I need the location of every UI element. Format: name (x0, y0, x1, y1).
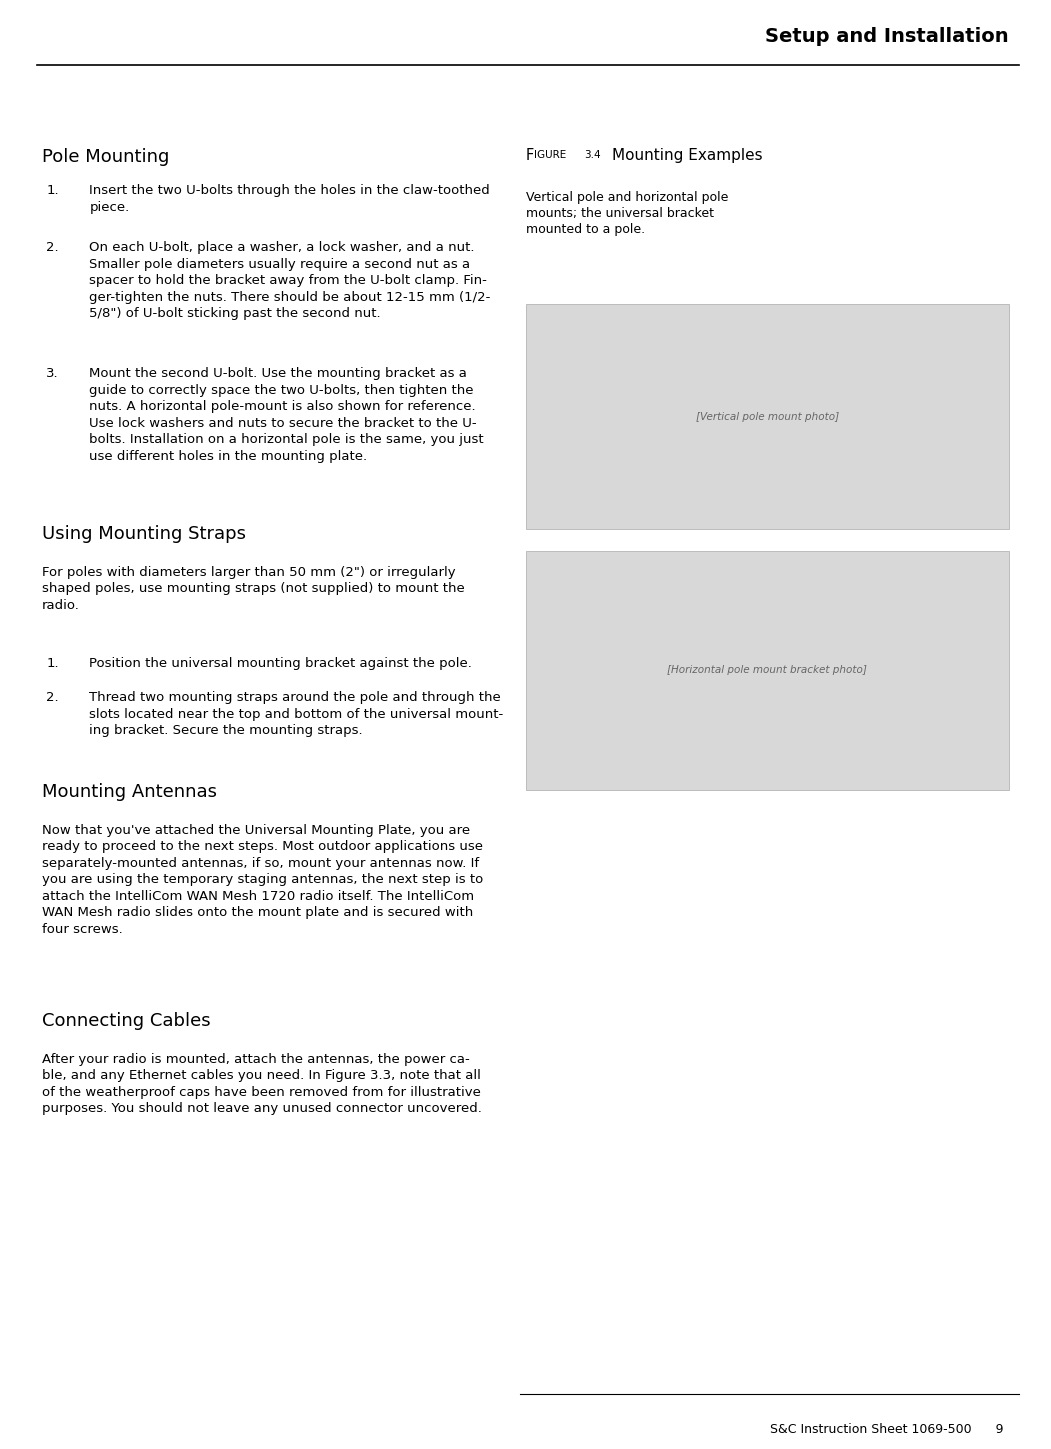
Text: 1.: 1. (46, 656, 59, 669)
Text: Pole Mounting: Pole Mounting (42, 148, 169, 165)
Text: Insert the two U-bolts through the holes in the claw-toothed
piece.: Insert the two U-bolts through the holes… (89, 184, 490, 213)
Text: Using Mounting Straps: Using Mounting Straps (42, 525, 246, 543)
Text: 3.: 3. (46, 368, 59, 381)
Text: For poles with diameters larger than 50 mm (2") or irregularly
shaped poles, use: For poles with diameters larger than 50 … (42, 565, 465, 611)
Text: Position the universal mounting bracket against the pole.: Position the universal mounting bracket … (89, 656, 472, 669)
Text: 2.: 2. (46, 242, 59, 255)
Text: [Horizontal pole mount bracket photo]: [Horizontal pole mount bracket photo] (667, 665, 867, 675)
Text: Connecting Cables: Connecting Cables (42, 1013, 210, 1030)
Text: Vertical pole and horizontal pole
mounts; the universal bracket
mounted to a pol: Vertical pole and horizontal pole mounts… (526, 191, 728, 236)
Text: On each U-bolt, place a washer, a lock washer, and a nut.
Smaller pole diameters: On each U-bolt, place a washer, a lock w… (89, 242, 491, 320)
Text: Mounting Antennas: Mounting Antennas (42, 784, 218, 801)
Text: Thread two mounting straps around the pole and through the
slots located near th: Thread two mounting straps around the po… (89, 691, 503, 738)
Text: 3.4: 3.4 (584, 149, 601, 159)
Text: F: F (526, 148, 534, 162)
Text: Setup and Installation: Setup and Installation (765, 28, 1009, 46)
Text: S&C Instruction Sheet 1069-500      9: S&C Instruction Sheet 1069-500 9 (770, 1423, 1004, 1436)
Text: IGURE: IGURE (534, 149, 570, 159)
Text: After your radio is mounted, attach the antennas, the power ca-
ble, and any Eth: After your radio is mounted, attach the … (42, 1053, 482, 1116)
Text: Mount the second U-bolt. Use the mounting bracket as a
guide to correctly space : Mount the second U-bolt. Use the mountin… (89, 368, 483, 464)
FancyBboxPatch shape (526, 304, 1009, 529)
Text: 2.: 2. (46, 691, 59, 704)
Text: Now that you've attached the Universal Mounting Plate, you are
ready to proceed : Now that you've attached the Universal M… (42, 824, 483, 936)
Text: Mounting Examples: Mounting Examples (612, 148, 762, 162)
Text: [Vertical pole mount photo]: [Vertical pole mount photo] (696, 412, 839, 422)
Text: 1.: 1. (46, 184, 59, 197)
FancyBboxPatch shape (526, 551, 1009, 790)
